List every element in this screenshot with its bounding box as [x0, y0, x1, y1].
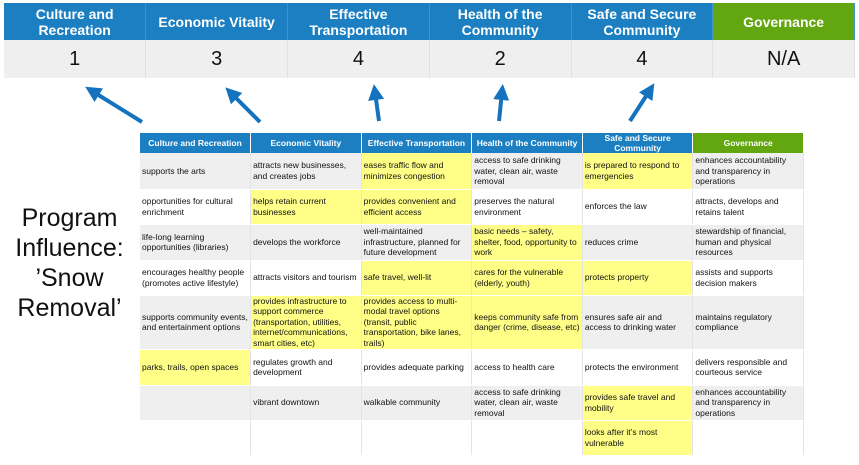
summary-value-effective-transportation: 4: [287, 40, 430, 78]
grid-cell: encourages healthy people (promotes acti…: [140, 260, 252, 296]
grid-cell: parks, trails, open spaces: [140, 349, 252, 386]
grid-cell: keeps community safe from danger (crime,…: [471, 295, 583, 350]
grid-header-culture-and-recreation: Culture and Recreation: [140, 133, 252, 153]
program-influence-label: Program Influence: ’Snow Removal’: [15, 204, 124, 322]
grid-cell: provides convenient and efficient access: [361, 189, 473, 225]
grid-cell: [692, 420, 804, 456]
grid-cell: maintains regulatory compliance: [692, 295, 804, 350]
summary-header-economic-vitality: Economic Vitality: [145, 3, 288, 40]
grid-row: vibrant downtown walkable community access…: [140, 385, 804, 421]
grid-cell: enforces the law: [582, 189, 694, 225]
grid-cell: provides adequate parking: [361, 349, 473, 386]
grid-cell: [471, 420, 583, 456]
grid-cell: stewardship of financial, human and phys…: [692, 224, 804, 261]
grid-cell: eases traffic flow and minimizes congest…: [361, 153, 473, 190]
grid-cell: [140, 420, 252, 456]
grid-cell: provides safe travel and mobility: [582, 385, 694, 421]
influence-grid: Culture and Recreation Economic Vitality E…: [140, 133, 804, 456]
grid-cell: helps retain current businesses: [250, 189, 362, 225]
summary-value-economic-vitality: 3: [145, 40, 288, 78]
grid-cell: life-long learning opportunities (librar…: [140, 224, 252, 261]
summary-header-safe-and-secure-community: Safe and Secure Community: [571, 3, 714, 40]
grid-row: opportunities for cultural enrichment hel…: [140, 189, 804, 225]
arrow-culture: [85, 86, 144, 124]
grid-cell: walkable community: [361, 385, 473, 421]
grid-cell: protects property: [582, 260, 694, 296]
arrow-transportation: [368, 84, 385, 122]
grid-header-effective-transportation: Effective Transportation: [361, 133, 473, 153]
grid-cell: supports community events, and entertain…: [140, 295, 252, 350]
grid-row: encourages healthy people (promotes acti…: [140, 260, 804, 296]
grid-cell: develops the workforce: [250, 224, 362, 261]
summary-value-culture-and-recreation: 1: [4, 40, 147, 78]
grid-cell: provides infrastructure to support comme…: [250, 295, 362, 350]
grid-cell: provides access to multi-modal travel op…: [361, 295, 473, 350]
grid-row: supports the arts attracts new businesses…: [140, 153, 804, 190]
grid-header-economic-vitality: Economic Vitality: [250, 133, 362, 153]
summary-header-culture-and-recreation: Culture and Recreation: [4, 3, 147, 40]
summary-value-safe-and-secure-community: 4: [571, 40, 714, 78]
grid-cell: protects the environment: [582, 349, 694, 386]
grid-cell: access to safe drinking water, clean air…: [471, 385, 583, 421]
grid-cell: preserves the natural environment: [471, 189, 583, 225]
grid-cell: opportunities for cultural enrichment: [140, 189, 252, 225]
grid-row: looks after it’s most vulnerable: [140, 420, 804, 456]
grid-header-governance: Governance: [692, 133, 804, 153]
grid-cell: well-maintained infrastructure, planned …: [361, 224, 473, 261]
arrow-economic: [225, 87, 262, 124]
grid-cell: delivers responsible and courteous servi…: [692, 349, 804, 386]
grid-cell: enhances accountability and transparency…: [692, 153, 804, 190]
grid-cell: is prepared to respond to emergencies: [582, 153, 694, 190]
grid-cell: attracts new businesses, and creates job…: [250, 153, 362, 190]
summary-header-effective-transportation: Effective Transportation: [287, 3, 430, 40]
grid-cell: [140, 385, 252, 421]
grid-row: parks, trails, open spaces regulates grow…: [140, 349, 804, 386]
grid-cell: assists and supports decision makers: [692, 260, 804, 296]
arrow-health: [493, 84, 510, 122]
grid-cell: looks after it’s most vulnerable: [582, 420, 694, 456]
grid-cell: attracts, develops and retains talent: [692, 189, 804, 225]
grid-cell: cares for the vulnerable (elderly, youth…: [471, 260, 583, 296]
grid-cell: reduces crime: [582, 224, 694, 261]
grid-cell: access to health care: [471, 349, 583, 386]
summary-value-health-of-the-community: 2: [429, 40, 572, 78]
summary-header-health-of-the-community: Health of the Community: [429, 3, 572, 40]
grid-header-safe-and-secure-community: Safe and Secure Community: [582, 133, 694, 153]
grid-cell: [250, 420, 362, 456]
grid-cell: basic needs – safety, shelter, food, opp…: [471, 224, 583, 261]
summary-table: Culture and Recreation Economic Vitality E…: [4, 3, 855, 78]
grid-row: life-long learning opportunities (librar…: [140, 224, 804, 261]
grid-cell: access to safe drinking water, clean air…: [471, 153, 583, 190]
summary-value-governance: N/A: [712, 40, 855, 78]
arrow-safe: [628, 83, 655, 123]
summary-header-governance: Governance: [712, 3, 855, 40]
grid-cell: attracts visitors and tourism: [250, 260, 362, 296]
grid-cell: regulates growth and development: [250, 349, 362, 386]
grid-row: supports community events, and entertain…: [140, 295, 804, 350]
grid-cell: safe travel, well-lit: [361, 260, 473, 296]
grid-cell: ensures safe air and access to drinking …: [582, 295, 694, 350]
grid-header-health-of-the-community: Health of the Community: [471, 133, 583, 153]
grid-cell: supports the arts: [140, 153, 252, 190]
grid-cell: vibrant downtown: [250, 385, 362, 421]
grid-cell: [361, 420, 473, 456]
grid-cell: enhances accountability and transparency…: [692, 385, 804, 421]
